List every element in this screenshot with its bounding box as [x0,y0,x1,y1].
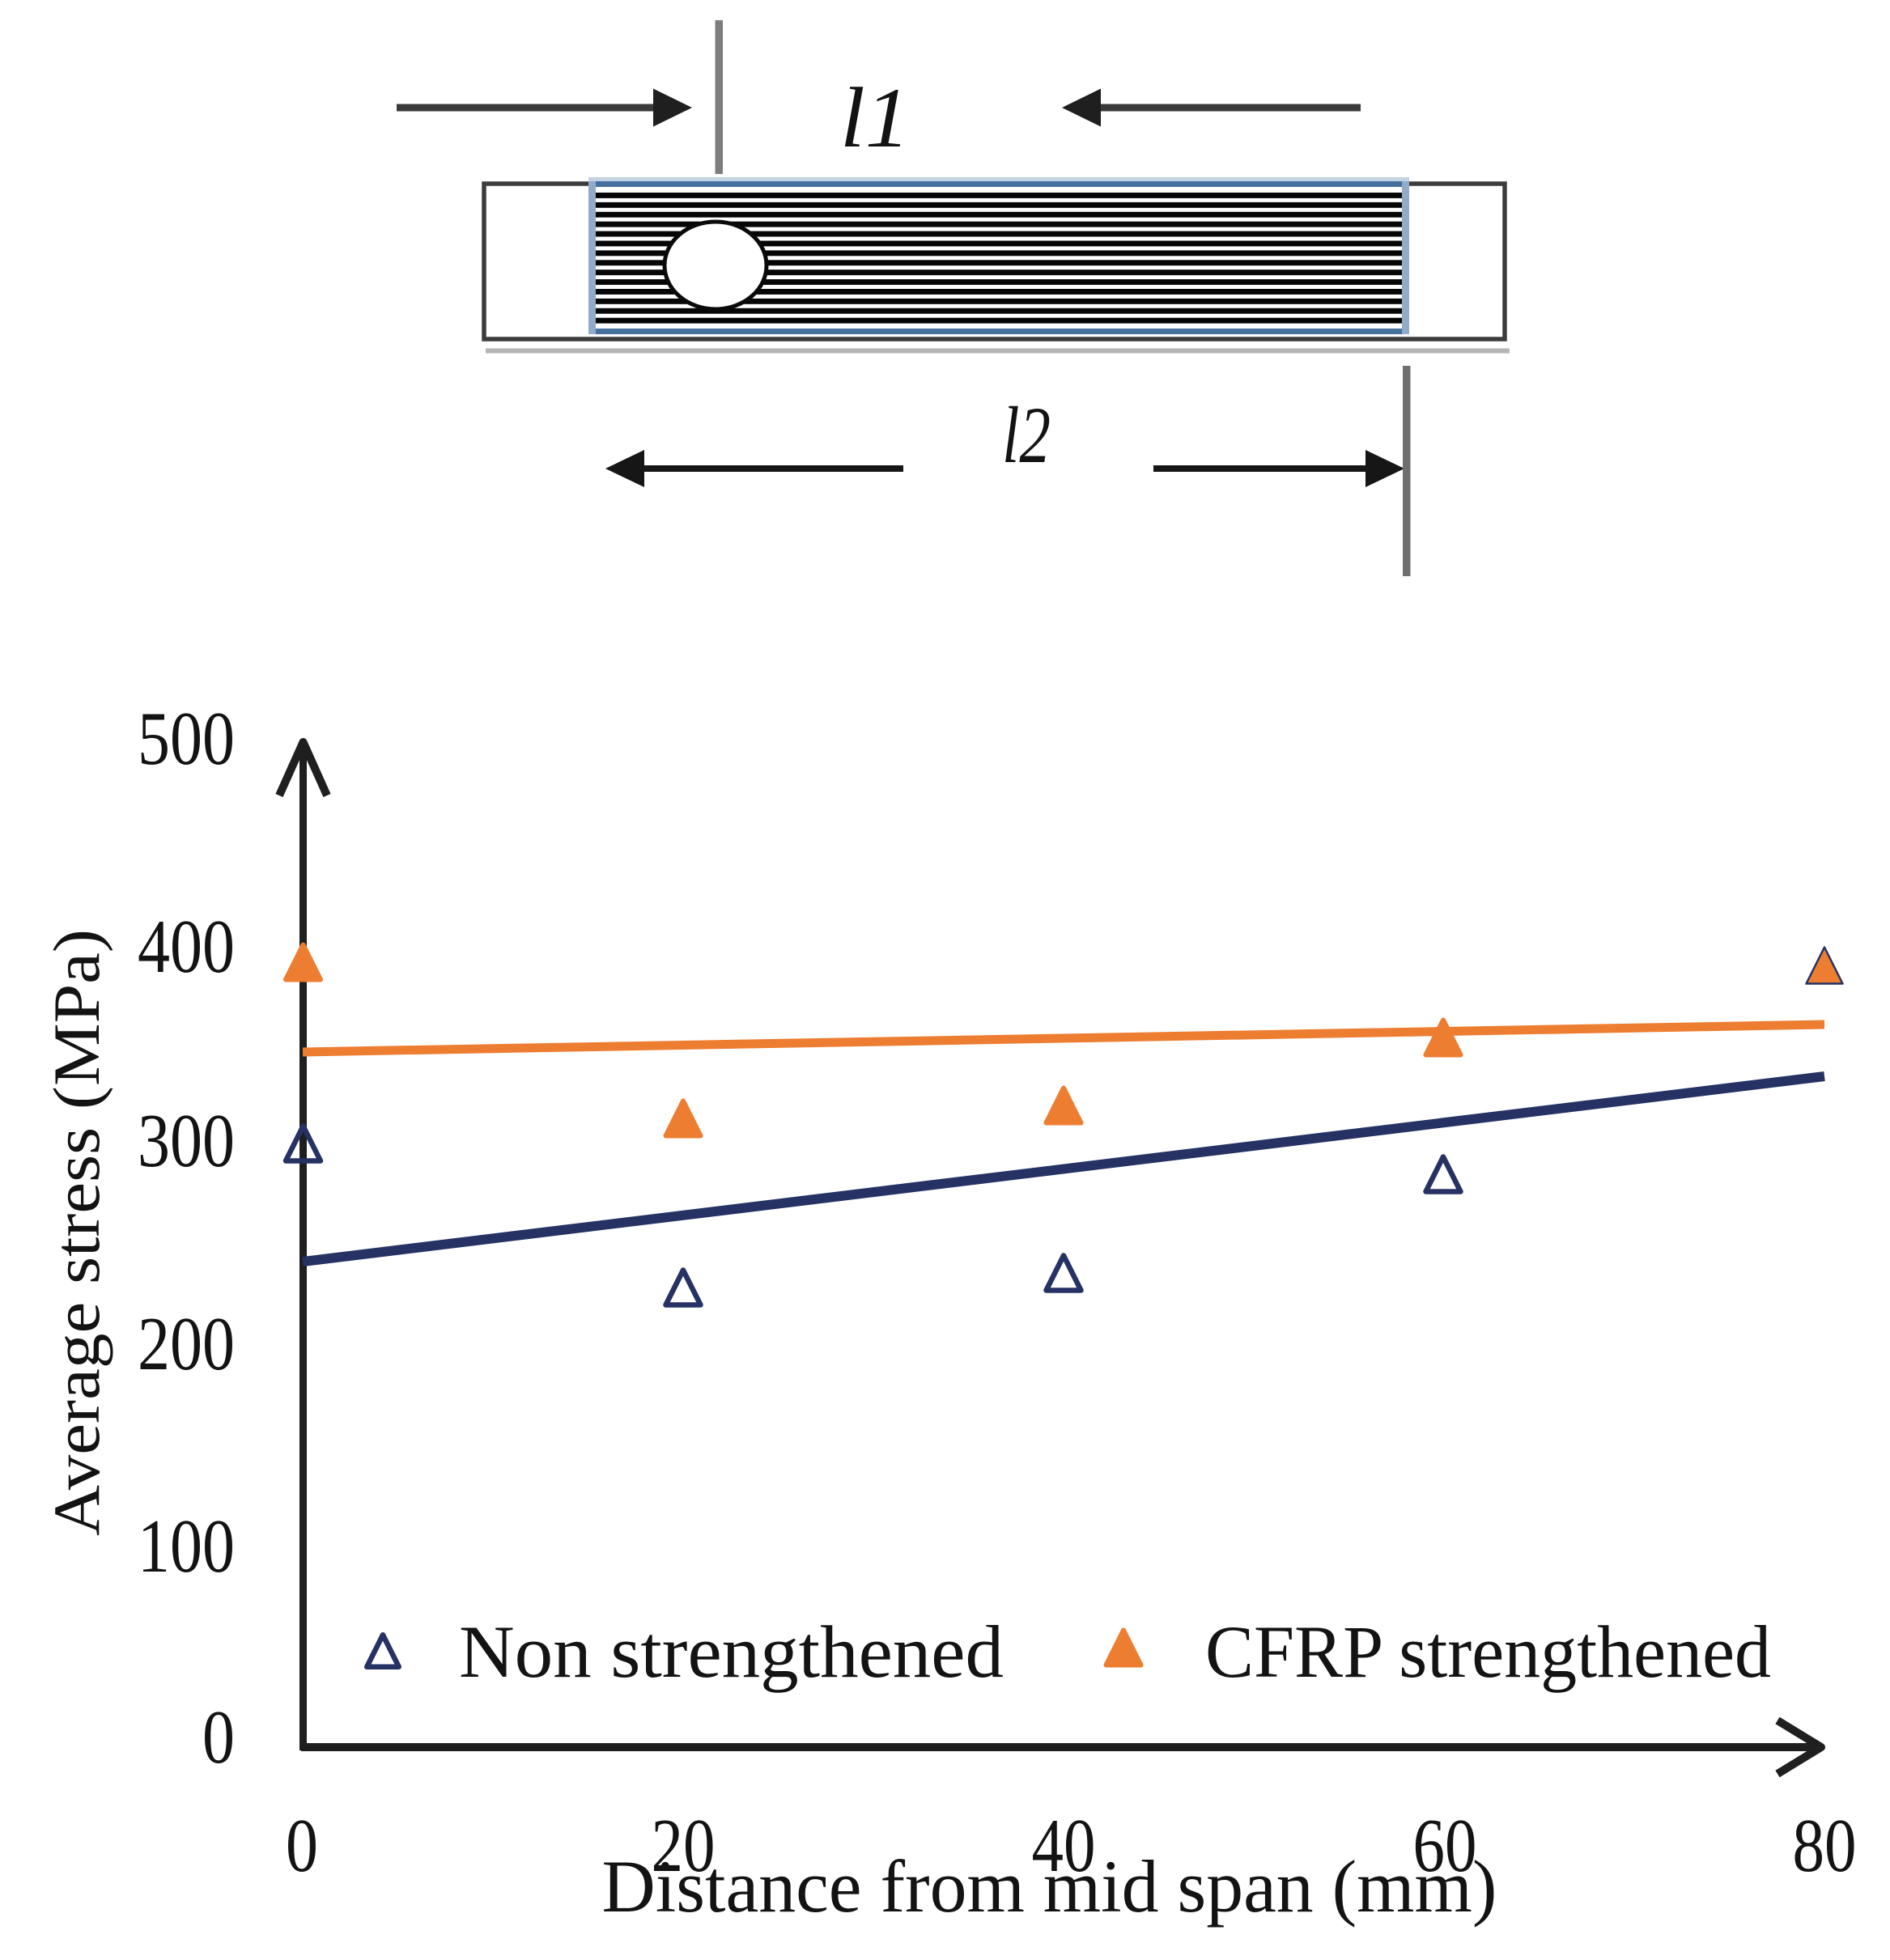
svg-text:0: 0 [202,1695,235,1780]
svg-text:CFRP strengthened: CFRP strengthened [1205,1610,1771,1693]
svg-text:Distance from mid span (mm): Distance from mid span (mm) [602,1845,1497,1928]
svg-text:l1: l1 [840,70,910,165]
svg-text:Average stress (MPa): Average stress (MPa) [40,929,113,1536]
svg-text:60: 60 [1413,1804,1477,1888]
svg-text:400: 400 [138,905,235,989]
svg-text:500: 500 [138,697,235,781]
svg-text:40: 40 [1032,1804,1096,1888]
svg-text:0: 0 [286,1804,318,1888]
svg-text:20: 20 [652,1804,716,1888]
svg-text:300: 300 [138,1099,235,1183]
svg-text:80: 80 [1793,1804,1857,1888]
svg-text:Non strengthened: Non strengthened [459,1610,1004,1693]
svg-text:l2: l2 [1002,390,1051,480]
svg-text:200: 200 [138,1302,235,1386]
svg-text:100: 100 [138,1504,235,1589]
